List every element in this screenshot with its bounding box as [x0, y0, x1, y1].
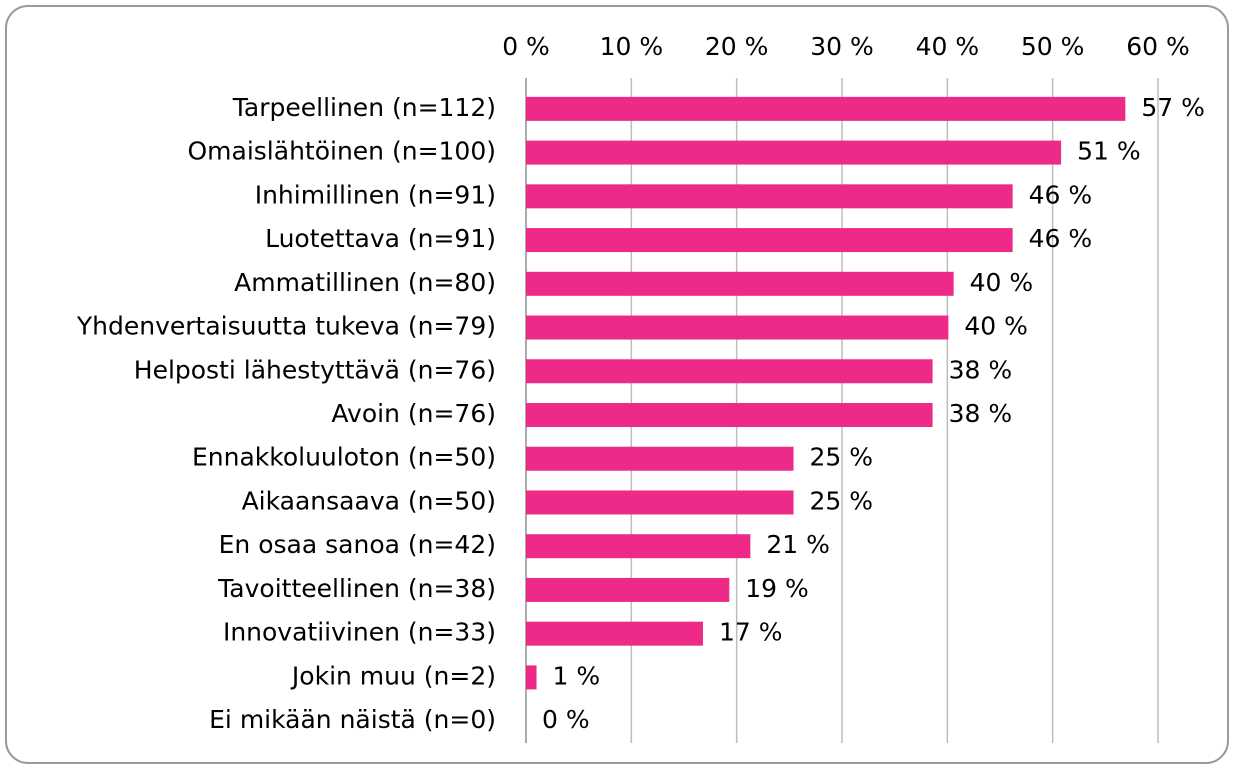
value-label: 25 %	[810, 443, 874, 472]
y-tick-label: Luotettava (n=91)	[265, 224, 496, 253]
value-label: 40 %	[964, 312, 1028, 341]
y-tick-label: Ammatillinen (n=80)	[234, 268, 496, 297]
y-tick-label: Yhdenvertaisuutta tukeva (n=79)	[76, 312, 496, 341]
x-tick-label: 50 %	[1021, 32, 1085, 61]
x-tick-label: 40 %	[916, 32, 980, 61]
value-label: 46 %	[1029, 180, 1093, 209]
value-label: 46 %	[1029, 224, 1093, 253]
value-label: 17 %	[719, 618, 783, 647]
x-tick-label: 10 %	[600, 32, 664, 61]
y-tick-label: Tarpeellinen (n=112)	[232, 93, 496, 122]
bar	[526, 534, 751, 559]
y-tick-label: Ennakkoluuloton (n=50)	[192, 443, 496, 472]
bar	[526, 315, 949, 340]
x-tick-label: 30 %	[810, 32, 874, 61]
x-tick-label: 0 %	[502, 32, 550, 61]
y-tick-label: Aikaansaava (n=50)	[242, 486, 496, 515]
value-label: 38 %	[949, 355, 1013, 384]
bar	[526, 490, 794, 515]
bar	[526, 621, 703, 646]
bar	[526, 665, 537, 690]
y-tick-label: Helposti lähestyttävä (n=76)	[134, 355, 496, 384]
bar	[526, 446, 794, 471]
value-label: 19 %	[745, 574, 809, 603]
value-label: 38 %	[949, 399, 1013, 428]
value-label: 51 %	[1077, 137, 1141, 166]
value-label: 1 %	[553, 661, 601, 690]
bar	[526, 577, 730, 602]
bar	[526, 403, 933, 427]
bar	[526, 96, 1126, 121]
y-tick-label: Ei mikään näistä (n=0)	[209, 705, 496, 734]
bar	[526, 228, 1013, 253]
y-tick-label: Inhimillinen (n=91)	[255, 180, 496, 209]
bar	[526, 271, 954, 296]
y-tick-label: Avoin (n=76)	[331, 399, 496, 428]
value-label: 57 %	[1141, 93, 1205, 122]
y-tick-label: Omaislähtöinen (n=100)	[187, 137, 496, 166]
bar	[526, 359, 933, 384]
y-tick-label: En osaa sanoa (n=42)	[219, 530, 496, 559]
x-tick-label: 60 %	[1126, 32, 1190, 61]
value-label: 25 %	[810, 486, 874, 515]
bar	[526, 184, 1013, 209]
bar	[526, 140, 1062, 165]
y-tick-label: Tavoitteellinen (n=38)	[217, 574, 496, 603]
y-tick-label: Innovatiivinen (n=33)	[223, 618, 496, 647]
value-label: 21 %	[766, 530, 830, 559]
x-tick-label: 20 %	[705, 32, 769, 61]
value-label: 0 %	[542, 705, 590, 734]
y-tick-label: Jokin muu (n=2)	[290, 661, 496, 690]
value-label: 40 %	[970, 268, 1034, 297]
